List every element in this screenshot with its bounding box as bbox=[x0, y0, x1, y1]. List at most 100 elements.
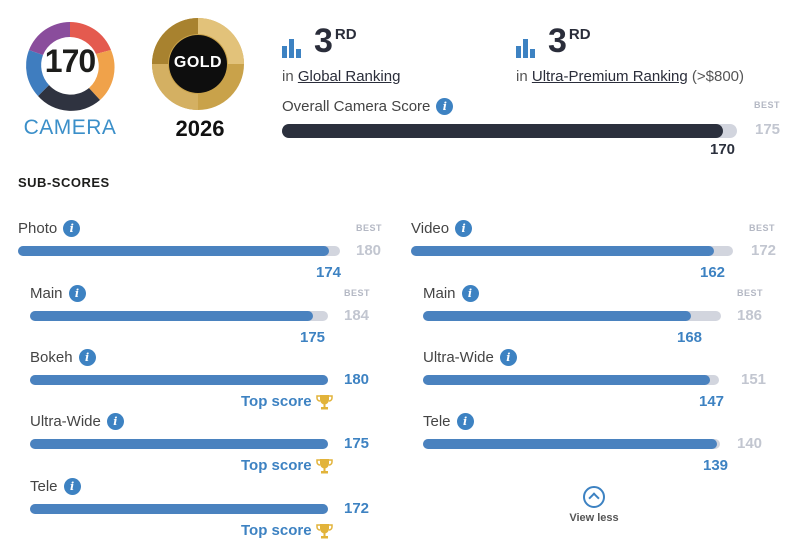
video-tele-label: Tele bbox=[423, 413, 451, 430]
photo-label: Photo bbox=[18, 220, 58, 237]
photo-tele-fill bbox=[30, 504, 328, 514]
best-value: 184 bbox=[344, 307, 370, 324]
best-value: 175 bbox=[755, 121, 781, 138]
photo-ultra-wide-fill bbox=[30, 439, 328, 449]
photo-score-value: 174 bbox=[316, 264, 342, 281]
rank-suffix: RD bbox=[568, 26, 591, 43]
trophy-icon bbox=[315, 394, 333, 409]
best-value: 180 bbox=[356, 242, 382, 259]
bar-chart-icon bbox=[282, 39, 301, 58]
subscores-title: SUB-SCORES bbox=[18, 175, 110, 190]
camera-label: CAMERA bbox=[23, 116, 117, 139]
info-icon[interactable]: i bbox=[106, 413, 124, 430]
trophy-icon bbox=[315, 523, 333, 538]
photo-bokeh-row: Bokeh i 180 Top score bbox=[30, 349, 388, 411]
ring-graphic bbox=[26, 21, 115, 111]
photo-bokeh-fill bbox=[30, 375, 328, 385]
rank-suffix: RD bbox=[334, 26, 357, 43]
photo-ultra-wide-label: Ultra-Wide bbox=[30, 413, 101, 430]
photo-score-row: Photo i BEST 180 174 bbox=[18, 220, 388, 282]
rank-value: 3 bbox=[314, 22, 333, 60]
info-icon[interactable]: i bbox=[499, 349, 517, 366]
video-tele-track bbox=[423, 439, 720, 449]
best-label: BEST bbox=[356, 223, 383, 233]
best-value: 140 bbox=[737, 435, 763, 452]
overall-score-label: Overall Camera Score bbox=[282, 98, 431, 115]
camera-score-value: 170 bbox=[44, 43, 96, 79]
info-icon[interactable]: i bbox=[461, 285, 479, 302]
overall-score-value: 170 bbox=[710, 141, 736, 158]
gold-year: 2026 bbox=[175, 116, 225, 141]
top-score-badge: Top score bbox=[241, 393, 333, 410]
camera-score-ring: 170 bbox=[18, 14, 122, 118]
video-ultra-wide-label: Ultra-Wide bbox=[423, 349, 494, 366]
video-main-track bbox=[423, 311, 721, 321]
photo-main-fill bbox=[30, 311, 314, 321]
photo-ultra-wide-track bbox=[30, 439, 328, 449]
best-value: 172 bbox=[751, 242, 777, 259]
video-label: Video bbox=[411, 220, 450, 237]
trophy-icon bbox=[315, 458, 333, 473]
video-ultra-wide-track bbox=[423, 375, 719, 385]
top-score-label: Top score bbox=[241, 522, 312, 539]
video-ultra-wide-fill bbox=[423, 375, 711, 385]
best-label: BEST bbox=[737, 288, 764, 298]
photo-score-fill bbox=[18, 246, 329, 256]
video-main-label: Main bbox=[423, 285, 456, 302]
info-icon[interactable]: i bbox=[68, 285, 86, 302]
info-icon[interactable]: i bbox=[78, 349, 96, 366]
best-label: BEST bbox=[344, 288, 371, 298]
photo-ultra-wide-row: Ultra-Wide i 175 Top score bbox=[30, 413, 388, 475]
global-ranking-link[interactable]: Global Ranking bbox=[297, 68, 401, 85]
view-less-button[interactable]: View less bbox=[556, 486, 632, 524]
photo-main-row: Main i BEST 184 175 bbox=[30, 285, 388, 347]
photo-main-score: 175 bbox=[300, 329, 326, 346]
photo-bokeh-label: Bokeh bbox=[30, 349, 73, 366]
video-tele-score: 139 bbox=[703, 457, 729, 474]
ultra-premium-ranking-link[interactable]: Ultra-Premium Ranking bbox=[531, 68, 688, 85]
gold-ring-graphic bbox=[152, 18, 244, 110]
photo-score-track bbox=[18, 246, 340, 256]
best-value: 151 bbox=[741, 371, 767, 388]
gold-label-badge: GOLD 2026 bbox=[144, 14, 256, 141]
photo-tele-track bbox=[30, 504, 328, 514]
photo-bokeh-score: 180 bbox=[344, 371, 370, 388]
video-score-fill bbox=[411, 246, 714, 256]
top-score-label: Top score bbox=[241, 457, 312, 474]
photo-bokeh-track bbox=[30, 375, 328, 385]
info-icon[interactable]: i bbox=[63, 220, 81, 237]
info-icon[interactable]: i bbox=[455, 220, 473, 237]
photo-tele-row: Tele i 172 Top score bbox=[30, 478, 388, 540]
info-icon[interactable]: i bbox=[436, 98, 454, 115]
video-score-row: Video i BEST 172 162 bbox=[411, 220, 781, 282]
info-icon[interactable]: i bbox=[63, 478, 81, 495]
photo-main-label: Main bbox=[30, 285, 63, 302]
camera-score-badge: 170 CAMERA bbox=[14, 14, 126, 139]
photo-tele-label: Tele bbox=[30, 478, 58, 495]
video-main-fill bbox=[423, 311, 692, 321]
rank-prefix: in bbox=[516, 68, 528, 85]
overall-score-row: Overall Camera Score i BEST 175 170 bbox=[282, 98, 782, 162]
top-score-badge: Top score bbox=[241, 522, 333, 539]
photo-main-track bbox=[30, 311, 328, 321]
top-score-label: Top score bbox=[241, 393, 312, 410]
rank-value: 3 bbox=[548, 22, 567, 60]
info-icon[interactable]: i bbox=[456, 413, 474, 430]
price-range-note: (>$800) bbox=[687, 68, 745, 85]
video-tele-row: Tele i 140 139 bbox=[423, 413, 781, 475]
bar-chart-icon bbox=[516, 39, 535, 58]
view-less-label: View less bbox=[569, 512, 619, 524]
video-ultra-wide-row: Ultra-Wide i 151 147 bbox=[423, 349, 781, 411]
photo-ultra-wide-score: 175 bbox=[344, 435, 370, 452]
chevron-up-icon bbox=[583, 486, 605, 508]
ultra-premium-ranking: 3 RD in Ultra-Premium Ranking (>$800) bbox=[516, 24, 744, 85]
global-ranking: 3 RD in Global Ranking bbox=[282, 24, 400, 85]
best-label: BEST bbox=[749, 223, 776, 233]
overall-score-fill bbox=[282, 124, 724, 138]
video-main-score: 168 bbox=[677, 329, 703, 346]
photo-tele-score: 172 bbox=[344, 500, 370, 517]
gold-ring: GOLD bbox=[148, 14, 248, 114]
video-tele-fill bbox=[423, 439, 718, 449]
rank-prefix: in bbox=[282, 68, 294, 85]
video-score-track bbox=[411, 246, 733, 256]
